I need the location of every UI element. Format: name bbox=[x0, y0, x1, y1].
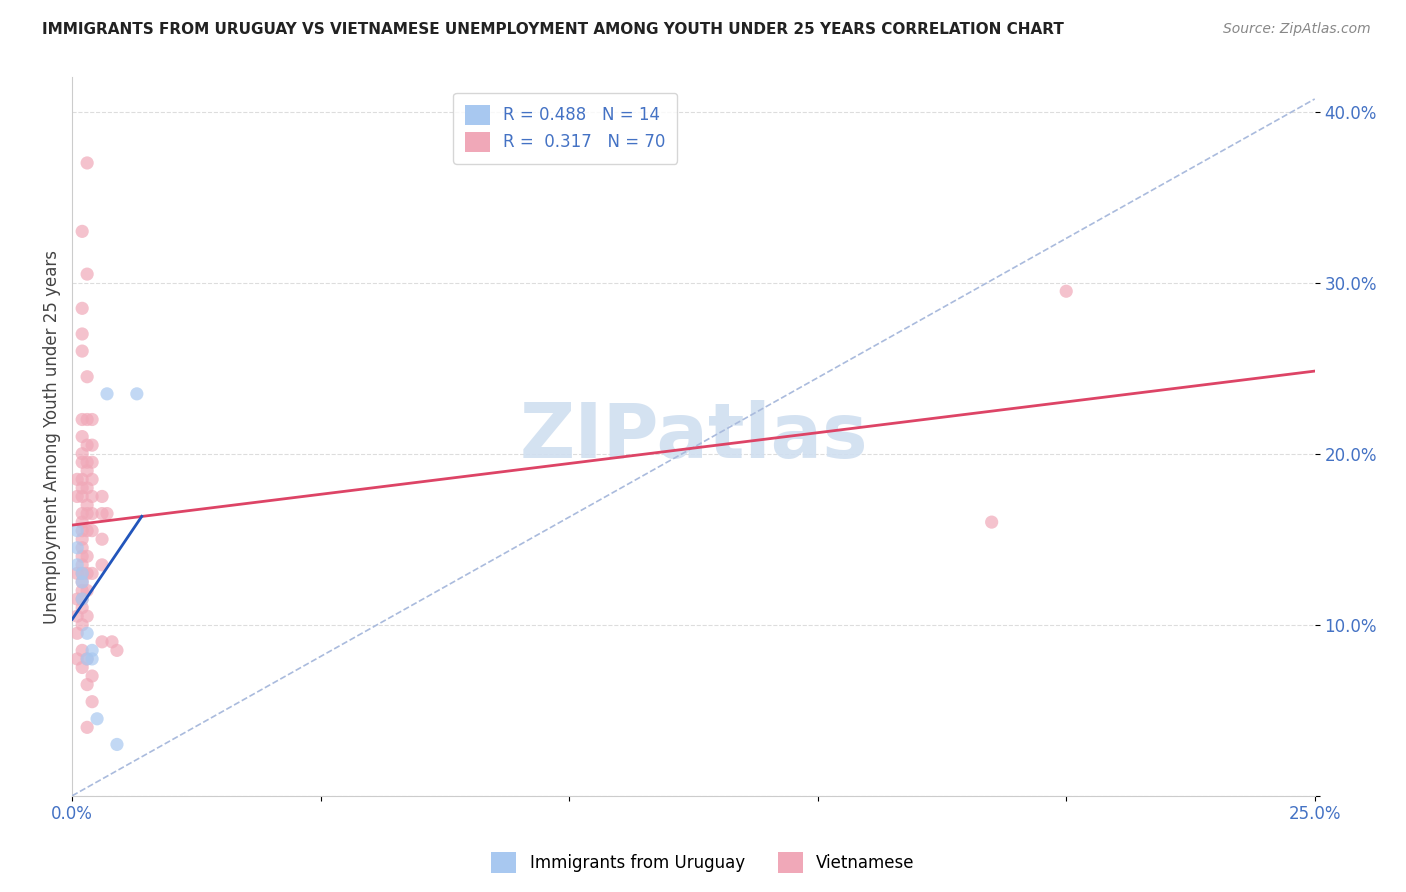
Point bbox=[66, 558, 89, 572]
Point bbox=[82, 412, 104, 426]
Point bbox=[66, 626, 89, 640]
Point bbox=[76, 626, 98, 640]
Point bbox=[82, 652, 104, 666]
Point bbox=[70, 490, 93, 504]
Point bbox=[70, 524, 93, 538]
Point bbox=[76, 438, 98, 452]
Point bbox=[105, 643, 128, 657]
Point bbox=[70, 592, 93, 607]
Point bbox=[70, 515, 93, 529]
Point bbox=[70, 660, 93, 674]
Point bbox=[70, 472, 93, 486]
Legend: R = 0.488   N = 14, R =  0.317   N = 70: R = 0.488 N = 14, R = 0.317 N = 70 bbox=[453, 93, 678, 163]
Point bbox=[66, 566, 89, 581]
Point bbox=[76, 549, 98, 564]
Point bbox=[76, 677, 98, 691]
Point bbox=[70, 574, 93, 589]
Legend: Immigrants from Uruguay, Vietnamese: Immigrants from Uruguay, Vietnamese bbox=[485, 846, 921, 880]
Point bbox=[101, 635, 124, 649]
Point bbox=[76, 652, 98, 666]
Point bbox=[105, 738, 128, 752]
Point bbox=[91, 507, 114, 521]
Point bbox=[82, 643, 104, 657]
Point bbox=[76, 583, 98, 598]
Point bbox=[82, 438, 104, 452]
Point bbox=[70, 344, 93, 359]
Point bbox=[91, 490, 114, 504]
Point bbox=[70, 549, 93, 564]
Point bbox=[70, 447, 93, 461]
Point bbox=[82, 524, 104, 538]
Point bbox=[70, 558, 93, 572]
Point bbox=[76, 498, 98, 512]
Point bbox=[76, 156, 98, 170]
Point bbox=[70, 429, 93, 443]
Point bbox=[76, 566, 98, 581]
Point bbox=[76, 412, 98, 426]
Point bbox=[82, 566, 104, 581]
Point bbox=[70, 617, 93, 632]
Point bbox=[76, 369, 98, 384]
Point bbox=[76, 464, 98, 478]
Point bbox=[980, 515, 1002, 529]
Point bbox=[70, 481, 93, 495]
Point bbox=[76, 455, 98, 469]
Point bbox=[66, 472, 89, 486]
Point bbox=[125, 387, 148, 401]
Point bbox=[1054, 284, 1077, 298]
Point bbox=[70, 541, 93, 555]
Point bbox=[66, 490, 89, 504]
Point bbox=[91, 635, 114, 649]
Point bbox=[91, 558, 114, 572]
Point bbox=[82, 490, 104, 504]
Point bbox=[66, 652, 89, 666]
Point bbox=[70, 643, 93, 657]
Point bbox=[70, 566, 93, 581]
Point bbox=[82, 695, 104, 709]
Point bbox=[70, 600, 93, 615]
Point bbox=[66, 609, 89, 624]
Point bbox=[70, 455, 93, 469]
Point bbox=[70, 592, 93, 607]
Y-axis label: Unemployment Among Youth under 25 years: Unemployment Among Youth under 25 years bbox=[44, 250, 60, 624]
Point bbox=[91, 533, 114, 547]
Point bbox=[82, 669, 104, 683]
Point bbox=[66, 541, 89, 555]
Point bbox=[70, 224, 93, 238]
Point bbox=[70, 574, 93, 589]
Point bbox=[76, 267, 98, 281]
Point bbox=[76, 507, 98, 521]
Point bbox=[70, 301, 93, 316]
Point bbox=[70, 583, 93, 598]
Point bbox=[86, 712, 108, 726]
Point bbox=[76, 481, 98, 495]
Point bbox=[66, 592, 89, 607]
Point bbox=[70, 326, 93, 341]
Text: Source: ZipAtlas.com: Source: ZipAtlas.com bbox=[1223, 22, 1371, 37]
Point bbox=[96, 507, 118, 521]
Point bbox=[76, 720, 98, 734]
Point bbox=[82, 507, 104, 521]
Point bbox=[76, 652, 98, 666]
Point bbox=[76, 609, 98, 624]
Point bbox=[76, 524, 98, 538]
Point bbox=[82, 472, 104, 486]
Point bbox=[70, 507, 93, 521]
Point bbox=[82, 455, 104, 469]
Point bbox=[70, 412, 93, 426]
Point bbox=[66, 524, 89, 538]
Point bbox=[70, 533, 93, 547]
Point bbox=[70, 566, 93, 581]
Point bbox=[96, 387, 118, 401]
Text: IMMIGRANTS FROM URUGUAY VS VIETNAMESE UNEMPLOYMENT AMONG YOUTH UNDER 25 YEARS CO: IMMIGRANTS FROM URUGUAY VS VIETNAMESE UN… bbox=[42, 22, 1064, 37]
Text: ZIPatlas: ZIPatlas bbox=[519, 400, 868, 474]
